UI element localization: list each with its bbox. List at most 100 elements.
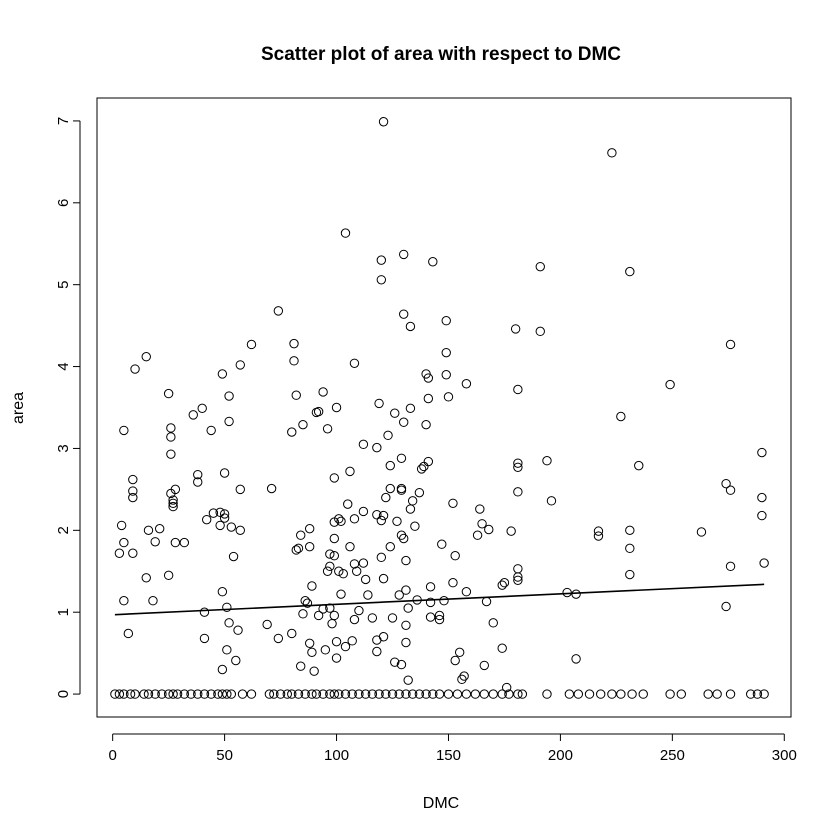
x-axis: 0 50 100 150 200 250 300 (108, 733, 797, 764)
y-tick-label: 4 (55, 362, 72, 370)
data-point (222, 645, 232, 655)
data-point (419, 461, 429, 472)
data-point (407, 496, 418, 506)
data-point (376, 552, 387, 563)
data-point (497, 643, 507, 653)
data-point (168, 501, 178, 512)
data-point (376, 255, 387, 265)
data-point (725, 689, 736, 699)
data-point (334, 566, 344, 576)
data-point (416, 464, 427, 474)
data-point (172, 689, 183, 699)
data-point (233, 625, 243, 635)
data-point (157, 689, 167, 699)
data-point (513, 575, 523, 585)
data-point (607, 689, 617, 699)
data-point (163, 388, 174, 399)
data-point (224, 618, 234, 628)
data-point (168, 689, 178, 699)
data-point (378, 573, 389, 584)
data-point (360, 574, 371, 585)
data-point (414, 487, 425, 498)
data-point (302, 598, 313, 608)
data-point (150, 537, 160, 547)
data-point (423, 393, 434, 404)
data-point (513, 384, 523, 395)
data-point (166, 432, 176, 442)
data-point (403, 603, 413, 613)
data-point (298, 419, 308, 430)
data-point (376, 275, 387, 285)
data-point (405, 504, 416, 514)
data-point (179, 689, 190, 699)
data-point (273, 306, 284, 316)
data-point (360, 689, 371, 699)
x-tick-label: 300 (772, 747, 797, 764)
data-point (345, 541, 355, 552)
data-point (757, 447, 767, 458)
data-point (269, 689, 279, 699)
data-point (193, 469, 203, 480)
data-point (289, 338, 299, 349)
data-point (215, 507, 225, 518)
data-point (506, 526, 516, 536)
data-point (387, 613, 398, 623)
data-point (119, 596, 129, 606)
data-point (542, 456, 552, 466)
data-point (349, 514, 360, 524)
data-point (340, 641, 351, 652)
data-points (110, 117, 769, 699)
data-point (114, 689, 125, 699)
data-point (421, 419, 431, 430)
data-point (448, 498, 458, 508)
data-point (497, 689, 507, 699)
data-point (128, 492, 138, 503)
data-point (168, 495, 178, 505)
data-point (206, 425, 216, 436)
data-point (423, 373, 434, 383)
data-point (428, 257, 438, 267)
data-point (593, 531, 604, 541)
data-point (564, 689, 575, 699)
data-point (712, 689, 722, 699)
data-point (322, 566, 333, 576)
data-point (571, 654, 581, 664)
data-point (273, 633, 284, 644)
data-point (237, 689, 248, 699)
data-point (287, 427, 297, 437)
data-point (596, 689, 606, 699)
data-point (349, 358, 360, 368)
data-point (296, 530, 306, 540)
data-point (372, 646, 382, 657)
data-point (625, 569, 635, 580)
data-point (235, 484, 245, 495)
data-point (349, 559, 360, 569)
data-point (219, 468, 230, 478)
data-point (448, 578, 458, 588)
data-point (721, 601, 731, 612)
data-point (166, 449, 176, 459)
data-point (499, 578, 510, 588)
data-point (396, 485, 407, 495)
data-point (331, 402, 342, 413)
data-point (318, 689, 328, 699)
data-point (399, 417, 409, 427)
data-point (307, 581, 317, 591)
data-point (199, 607, 210, 617)
data-point (372, 442, 382, 453)
data-point (396, 530, 407, 540)
x-tick-label: 100 (324, 747, 349, 764)
data-point (358, 506, 369, 517)
data-point (450, 550, 460, 561)
y-tick-label: 5 (55, 281, 72, 289)
data-point (457, 674, 467, 685)
data-point (293, 689, 304, 699)
data-point (470, 689, 481, 699)
data-point (454, 647, 465, 658)
data-point (535, 326, 545, 337)
data-point (488, 689, 498, 699)
data-point (313, 406, 324, 417)
y-tick-label: 0 (55, 690, 72, 698)
data-point (381, 492, 391, 503)
data-point (168, 498, 178, 508)
